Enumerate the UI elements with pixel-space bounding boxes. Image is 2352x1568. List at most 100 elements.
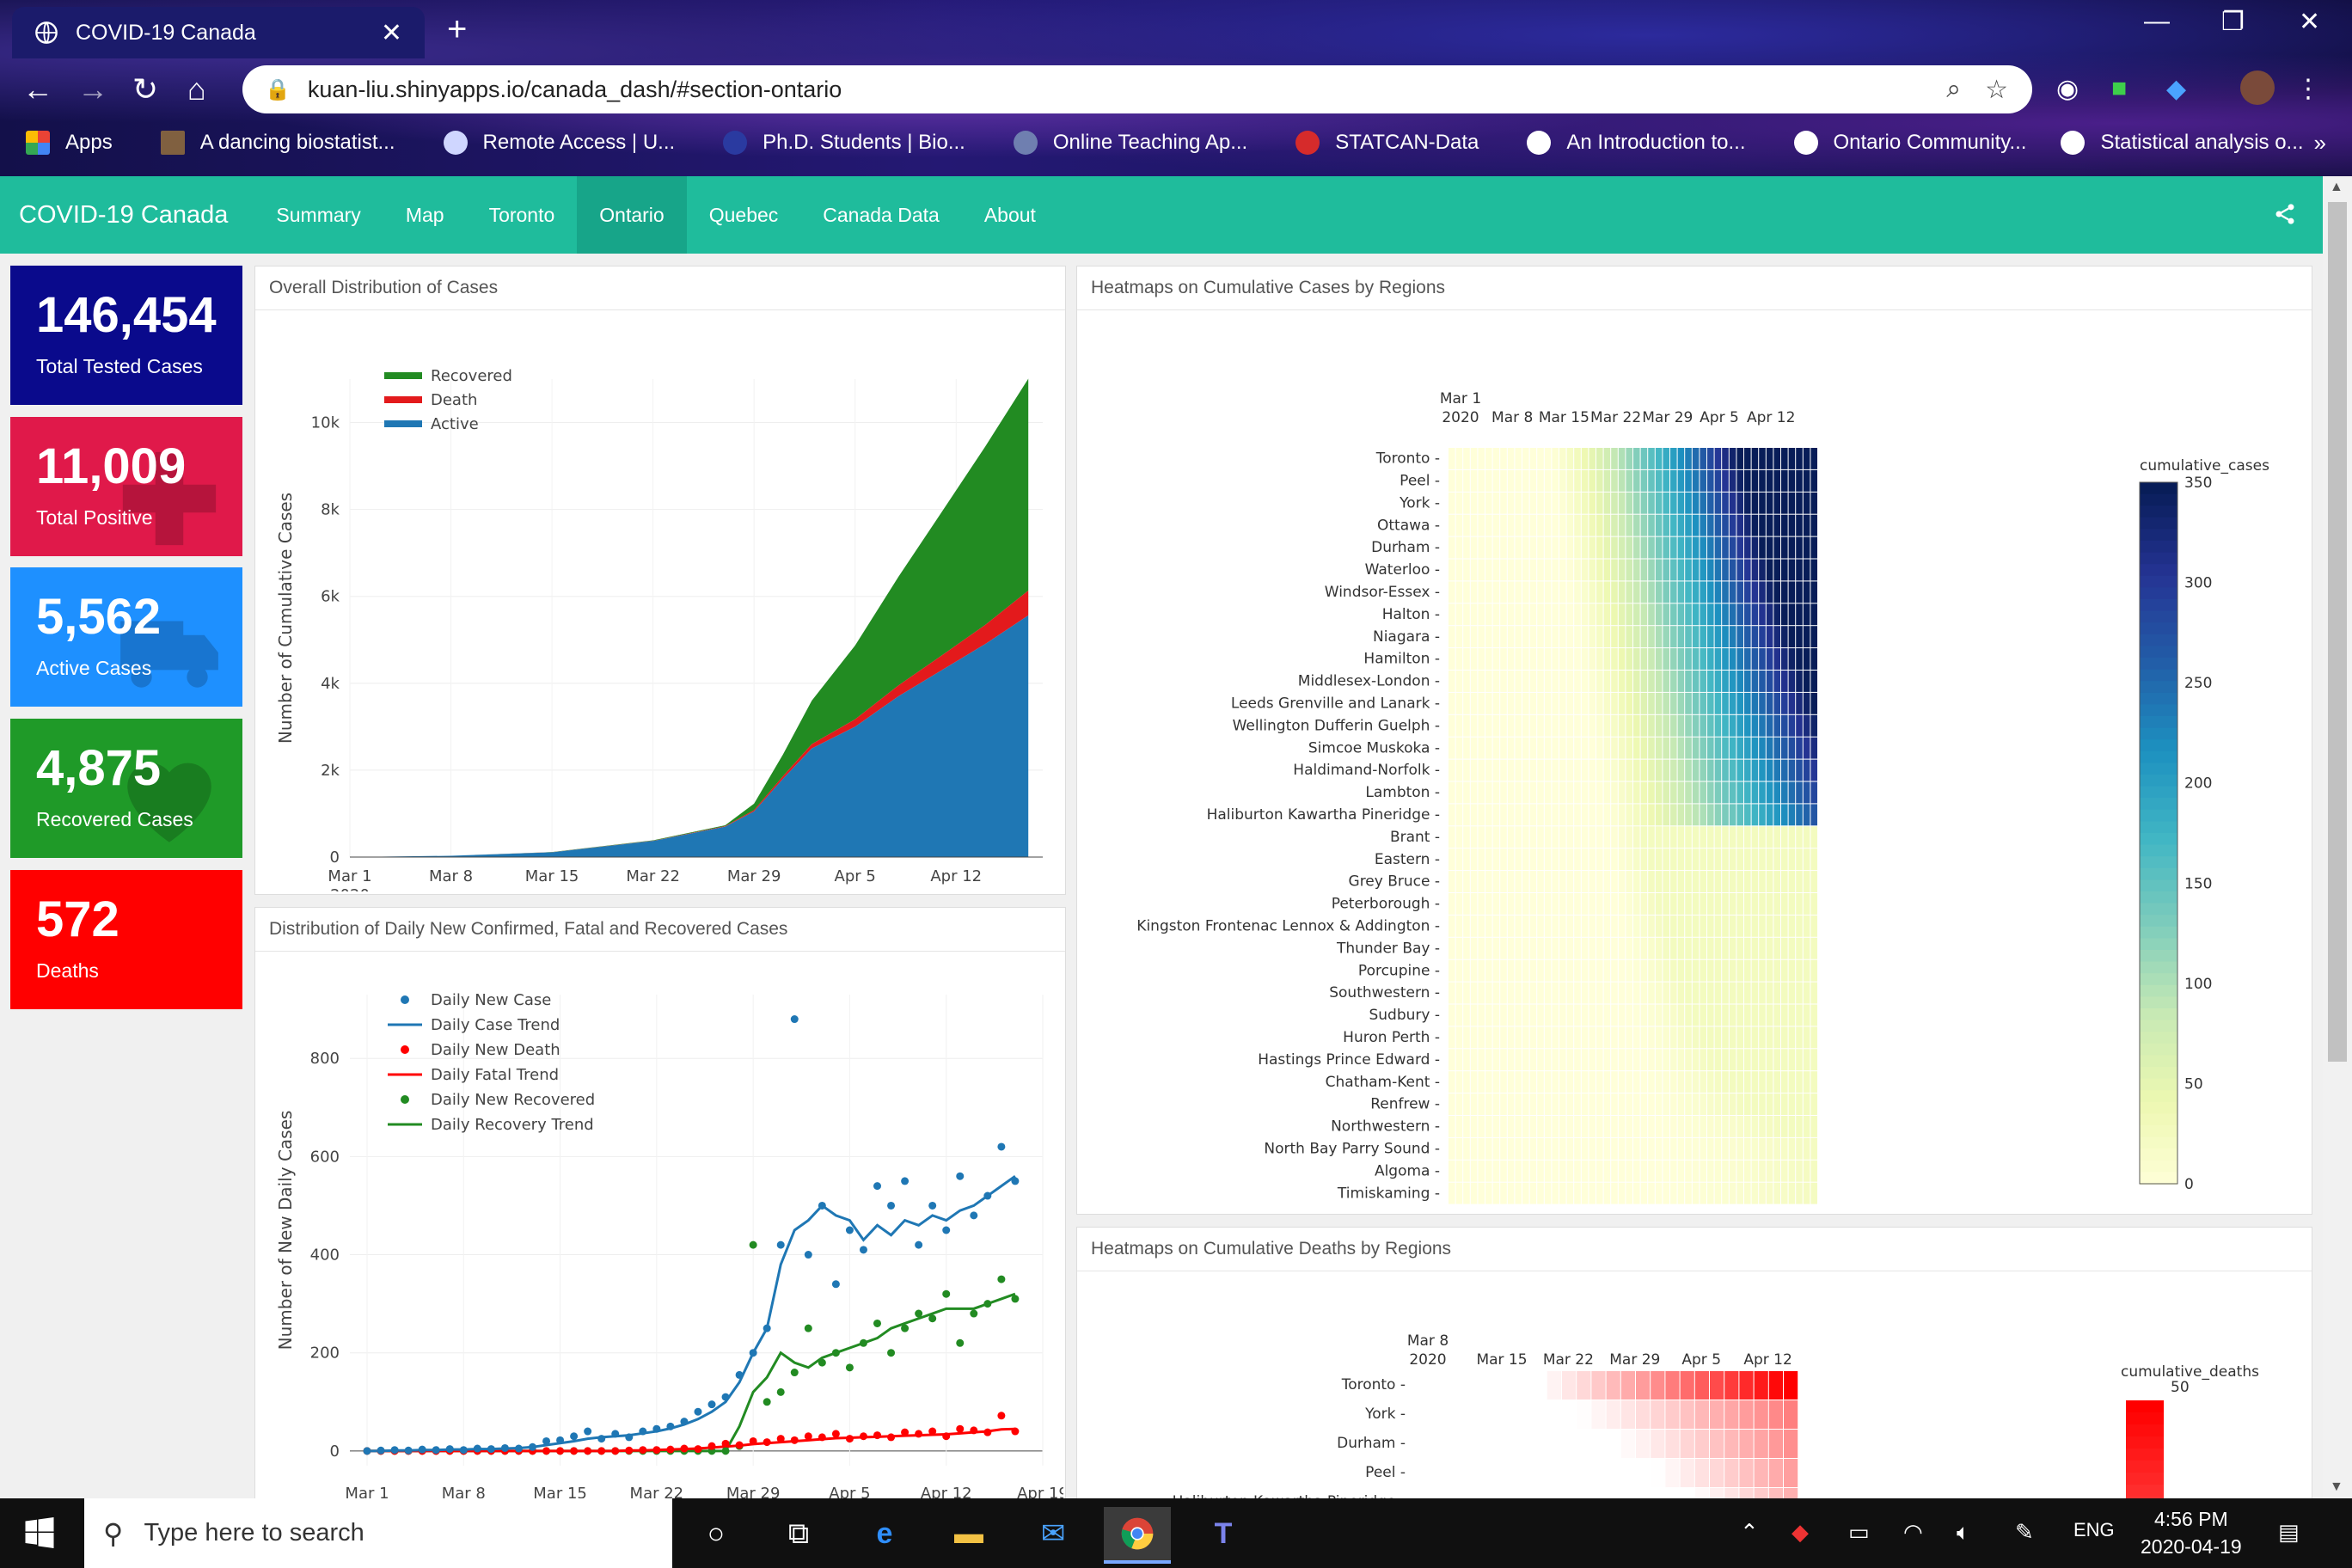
region-label: Renfrew - bbox=[1370, 1096, 1440, 1113]
heatmap-cell bbox=[1589, 1004, 1596, 1026]
reload-icon[interactable]: ↻ bbox=[132, 71, 159, 107]
avatar[interactable] bbox=[2240, 70, 2275, 105]
nav-canada-data[interactable]: Canada Data bbox=[823, 204, 940, 226]
dropbox-icon[interactable]: ◆ bbox=[1792, 1519, 1809, 1545]
heatmap-cell bbox=[1788, 871, 1796, 892]
cortana-icon[interactable]: ○ bbox=[707, 1516, 726, 1550]
address-bar[interactable]: 🔒 kuan-liu.shinyapps.io/canada_dash/#sec… bbox=[242, 65, 2032, 113]
file-explorer-icon[interactable]: ▬ bbox=[954, 1516, 983, 1550]
bookmark-item[interactable]: An Introduction to... bbox=[1527, 131, 1746, 155]
share-icon[interactable] bbox=[2273, 202, 2297, 226]
heatmap-cell bbox=[1500, 1004, 1507, 1026]
clock[interactable]: 4:56 PM 2020-04-19 bbox=[2141, 1505, 2242, 1560]
heatmap-cell bbox=[1507, 737, 1515, 759]
heatmap-cell bbox=[1729, 536, 1736, 559]
mail-icon[interactable]: ✉ bbox=[1040, 1517, 1066, 1550]
scroll-down-icon[interactable]: ▼ bbox=[2330, 1479, 2343, 1494]
shield-extension-icon[interactable]: ◆ bbox=[2166, 75, 2187, 103]
heatmap-cell bbox=[1603, 893, 1611, 915]
heatmap-deaths[interactable]: Toronto -York -Durham -Peel -Haliburton … bbox=[1077, 1271, 2310, 1522]
heatmap-cell bbox=[1655, 1116, 1663, 1137]
taskbar-search[interactable]: ⚲ Type here to search bbox=[84, 1498, 672, 1568]
bookmark-item[interactable]: Online Teaching Ap... bbox=[1013, 131, 1247, 155]
nav-ontario[interactable]: Ontario bbox=[577, 176, 687, 254]
heatmap-cell bbox=[1700, 781, 1706, 804]
heatmap-cell bbox=[1729, 1116, 1736, 1137]
bookmark-item[interactable]: STATCAN-Data bbox=[1295, 131, 1479, 155]
forward-arrow-icon[interactable]: → bbox=[77, 71, 108, 107]
death-point bbox=[997, 1412, 1006, 1420]
bookmark-apps[interactable]: Apps bbox=[26, 131, 113, 155]
heatmap-cell bbox=[1670, 626, 1677, 648]
heatmap-cell bbox=[1485, 1071, 1492, 1093]
heatmap-cell bbox=[1773, 1026, 1780, 1049]
heatmap-cell bbox=[1463, 514, 1470, 536]
heatmap-cell bbox=[1677, 915, 1685, 937]
scroll-up-icon[interactable]: ▲ bbox=[2330, 180, 2343, 194]
zoom-icon[interactable]: ⌕ bbox=[1946, 75, 1962, 103]
heatmap-cell bbox=[1591, 1371, 1606, 1400]
heatmap-cell bbox=[1581, 603, 1589, 626]
x-tick-label: Mar 1 bbox=[345, 1485, 389, 1503]
x-tick-label: Mar 29 bbox=[727, 867, 781, 885]
nav-toronto[interactable]: Toronto bbox=[488, 204, 555, 226]
page-scrollbar[interactable]: ▲ ▼ bbox=[2323, 176, 2352, 1498]
tray-chevron-icon[interactable]: ⌃ bbox=[1740, 1519, 1759, 1545]
new-tab-icon[interactable]: + bbox=[447, 10, 468, 48]
task-view-icon[interactable]: ⧉ bbox=[787, 1516, 810, 1550]
volume-icon[interactable]: 🔈︎ bbox=[1957, 1519, 1970, 1545]
lock-extension-icon[interactable]: ■ bbox=[2111, 74, 2128, 102]
case-point bbox=[763, 1324, 771, 1332]
scrollbar-thumb[interactable] bbox=[2328, 202, 2347, 1062]
heatmap-cases[interactable]: Toronto -Peel -York -Ottawa -Durham -Wat… bbox=[1077, 310, 2310, 1213]
heatmap-cell bbox=[1552, 1182, 1559, 1204]
pen-icon[interactable]: ✎ bbox=[2015, 1519, 2034, 1545]
heatmap-cell bbox=[1478, 1049, 1485, 1071]
heatmap-cell bbox=[1633, 915, 1640, 937]
heatmap-cell bbox=[1463, 759, 1470, 781]
heatmap-cell bbox=[1515, 1116, 1522, 1137]
nav-summary[interactable]: Summary bbox=[276, 204, 361, 226]
heatmap-cell bbox=[1492, 1071, 1500, 1093]
menu-icon[interactable]: ⋮ bbox=[2295, 75, 2321, 103]
heatmap-cell bbox=[1707, 1182, 1714, 1204]
browser-tab[interactable]: COVID-19 Canada ✕ bbox=[12, 7, 425, 58]
nav-about[interactable]: About bbox=[983, 204, 1036, 226]
bookmark-item[interactable]: Statistical analysis o... bbox=[2061, 131, 2304, 155]
bookmarks-overflow-icon[interactable]: » bbox=[2313, 129, 2326, 156]
heatmap-cell bbox=[1744, 581, 1751, 603]
bookmark-item[interactable]: A dancing biostatist... bbox=[160, 131, 395, 155]
nav-quebec[interactable]: Quebec bbox=[708, 204, 779, 226]
window-close-icon[interactable]: ✕ bbox=[2299, 8, 2321, 36]
teams-icon[interactable]: T bbox=[1214, 1516, 1233, 1550]
bookmark-item[interactable]: Remote Access | U... bbox=[443, 131, 675, 155]
minimize-icon[interactable]: — bbox=[2144, 7, 2170, 35]
bookmark-item[interactable]: Ontario Community... bbox=[1793, 131, 2026, 155]
chrome-icon[interactable] bbox=[1104, 1507, 1171, 1564]
notifications-icon[interactable]: ▤ bbox=[2278, 1519, 2300, 1545]
bookmark-item[interactable]: Ph.D. Students | Bio... bbox=[723, 131, 965, 155]
app-brand[interactable]: COVID-19 Canada bbox=[19, 200, 229, 229]
restore-icon[interactable]: ❐ bbox=[2221, 8, 2245, 36]
windows-start-icon[interactable] bbox=[24, 1517, 55, 1548]
heatmap-cell bbox=[1722, 1071, 1729, 1093]
heatmap-cell bbox=[1515, 1004, 1522, 1026]
battery-icon[interactable]: ▭ bbox=[1848, 1519, 1870, 1545]
tab-close-icon[interactable]: ✕ bbox=[380, 18, 402, 47]
language-indicator[interactable]: ENG bbox=[2073, 1519, 2115, 1540]
wifi-icon[interactable]: ◠ bbox=[1903, 1519, 1923, 1545]
home-icon[interactable]: ⌂ bbox=[187, 71, 206, 107]
nav-map[interactable]: Map bbox=[405, 204, 444, 226]
extension-icon[interactable]: ◉ bbox=[2056, 75, 2079, 103]
case-point bbox=[845, 1226, 854, 1234]
heatmap-cell bbox=[1544, 559, 1552, 581]
recovered-point bbox=[776, 1387, 785, 1396]
star-icon[interactable]: ☆ bbox=[1985, 75, 2008, 104]
heatmap-cell bbox=[1700, 826, 1706, 848]
back-arrow-icon[interactable]: ← bbox=[22, 71, 53, 107]
heatmap-cell bbox=[1744, 714, 1751, 737]
heatmap-cell bbox=[1655, 826, 1663, 848]
edge-icon[interactable]: e bbox=[876, 1516, 893, 1550]
